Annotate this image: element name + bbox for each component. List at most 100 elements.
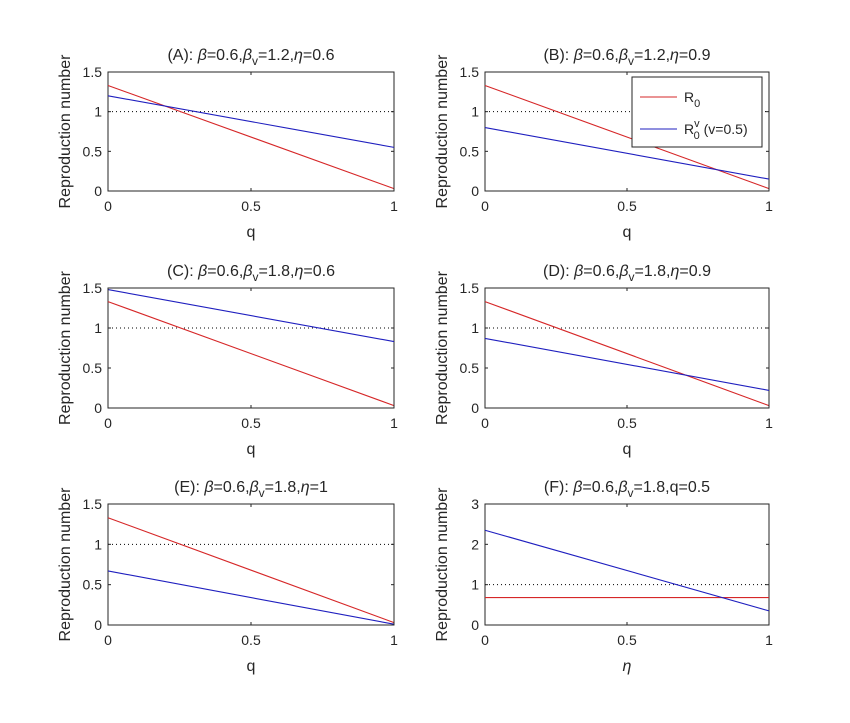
title-param-value: =1 (310, 479, 328, 496)
title-beta-symbol: β (573, 47, 583, 64)
legend-superscript: v (694, 118, 700, 130)
panel-title: (E): β=0.6,βv=1.8,η=1 (174, 479, 328, 500)
x-tick-label: 0 (481, 632, 489, 648)
y-tick-label: 0 (471, 400, 479, 416)
legend-subscript: 0 (694, 130, 700, 142)
x-tick-label: 0 (104, 632, 112, 648)
title-prefix: (A): (167, 47, 197, 64)
series-r0v-line (107, 289, 395, 343)
title-betav-symbol: β (242, 47, 252, 64)
title-param-symbol: η (301, 479, 310, 496)
y-tick-label: 0 (471, 183, 479, 199)
title-betav-subscript: v (628, 54, 634, 68)
title-betav-symbol: β (249, 479, 259, 496)
title-beta-value: =0.6, (207, 263, 243, 280)
legend-entry-r0v: Rv 0 (v=0.5) (684, 118, 748, 142)
title-beta-symbol: β (203, 479, 213, 496)
y-tick-label: 0 (94, 183, 102, 199)
y-tick-label: 0 (471, 617, 479, 633)
x-tick-label: 0.5 (241, 198, 261, 214)
x-tick-label: 1 (765, 415, 773, 431)
y-tick-label: 0.5 (83, 577, 103, 593)
x-tick-label: 1 (765, 632, 773, 648)
title-param-symbol: η (294, 263, 303, 280)
series-r0-line (484, 301, 770, 407)
y-tick-label: 1.5 (83, 64, 103, 80)
title-betav-symbol: β (618, 47, 628, 64)
title-betav-symbol: β (617, 479, 627, 496)
title-param-value: =0.6 (303, 47, 335, 64)
panel-title: (C): β=0.6,βv=1.8,η=0.6 (167, 263, 335, 284)
y-tick-label: 3 (471, 496, 479, 512)
legend-main: R (684, 89, 694, 105)
title-prefix: (D): (543, 263, 574, 280)
panel-title: (F): β=0.6,βv=1.8,q=0.5 (544, 479, 710, 500)
title-betav-symbol: β (618, 263, 628, 280)
title-prefix: (E): (174, 479, 204, 496)
series-r0-line (107, 517, 395, 624)
y-tick-label: 0.5 (460, 360, 480, 376)
title-param-symbol: η (670, 263, 679, 280)
x-axis-label: q (247, 658, 256, 675)
panel-title: (B): β=0.6,βv=1.2,η=0.9 (543, 47, 710, 68)
title-prefix: (B): (543, 47, 573, 64)
x-tick-label: 0 (481, 415, 489, 431)
legend-suffix: (v=0.5) (700, 121, 748, 137)
legend-box (631, 76, 763, 148)
x-tick-label: 0 (104, 415, 112, 431)
title-param-value: =0.5 (678, 479, 710, 496)
title-param-value: =0.9 (679, 47, 711, 64)
title-betav-subscript: v (628, 270, 634, 284)
axes-frame (484, 503, 770, 626)
y-tick-label: 2 (471, 536, 479, 552)
series-r0v-line (484, 337, 770, 391)
x-axis-label: q (247, 441, 256, 458)
x-tick-label: 0 (481, 198, 489, 214)
y-tick-label: 1.5 (460, 280, 480, 296)
title-betav-symbol: β (242, 263, 252, 280)
y-axis-label: Reproduction number (434, 54, 451, 209)
title-betav-subscript: v (628, 486, 634, 500)
panel-title: (A): β=0.6,βv=1.2,η=0.6 (167, 47, 334, 68)
title-beta-symbol: β (572, 479, 582, 496)
title-beta-value: =0.6, (583, 263, 619, 280)
y-axis-label: Reproduction number (57, 54, 74, 209)
title-betav-subscript: v (252, 270, 258, 284)
y-tick-label: 1 (94, 320, 102, 336)
x-tick-label: 0.5 (617, 198, 637, 214)
title-beta-value: =0.6, (583, 47, 619, 64)
title-beta-symbol: β (197, 47, 207, 64)
x-axis-label: q (623, 224, 632, 241)
legend-entry-r0: R0 (684, 89, 700, 110)
title-beta-symbol: β (197, 263, 207, 280)
title-param-symbol: q (670, 479, 679, 496)
x-tick-label: 0.5 (617, 415, 637, 431)
title-beta-value: =0.6, (207, 47, 243, 64)
x-axis-label: q (623, 441, 632, 458)
legend-subscript: 0 (694, 98, 700, 110)
y-tick-label: 1.5 (83, 496, 103, 512)
x-tick-label: 1 (390, 198, 398, 214)
x-tick-label: 0.5 (241, 415, 261, 431)
title-betav-value: =1.8, (634, 263, 670, 280)
title-param-value: =0.6 (303, 263, 335, 280)
title-param-value: =0.9 (679, 263, 711, 280)
y-tick-label: 1.5 (460, 64, 480, 80)
y-axis-label: Reproduction number (57, 487, 74, 642)
y-axis-label: Reproduction number (434, 487, 451, 642)
title-beta-value: =0.6, (582, 479, 618, 496)
y-tick-label: 0.5 (83, 143, 103, 159)
y-tick-label: 0.5 (460, 143, 480, 159)
title-betav-value: =1.2, (634, 47, 670, 64)
title-betav-value: =1.8, (634, 479, 670, 496)
y-tick-label: 1 (94, 536, 102, 552)
title-betav-value: =1.2, (258, 47, 294, 64)
y-tick-label: 1.5 (83, 280, 103, 296)
